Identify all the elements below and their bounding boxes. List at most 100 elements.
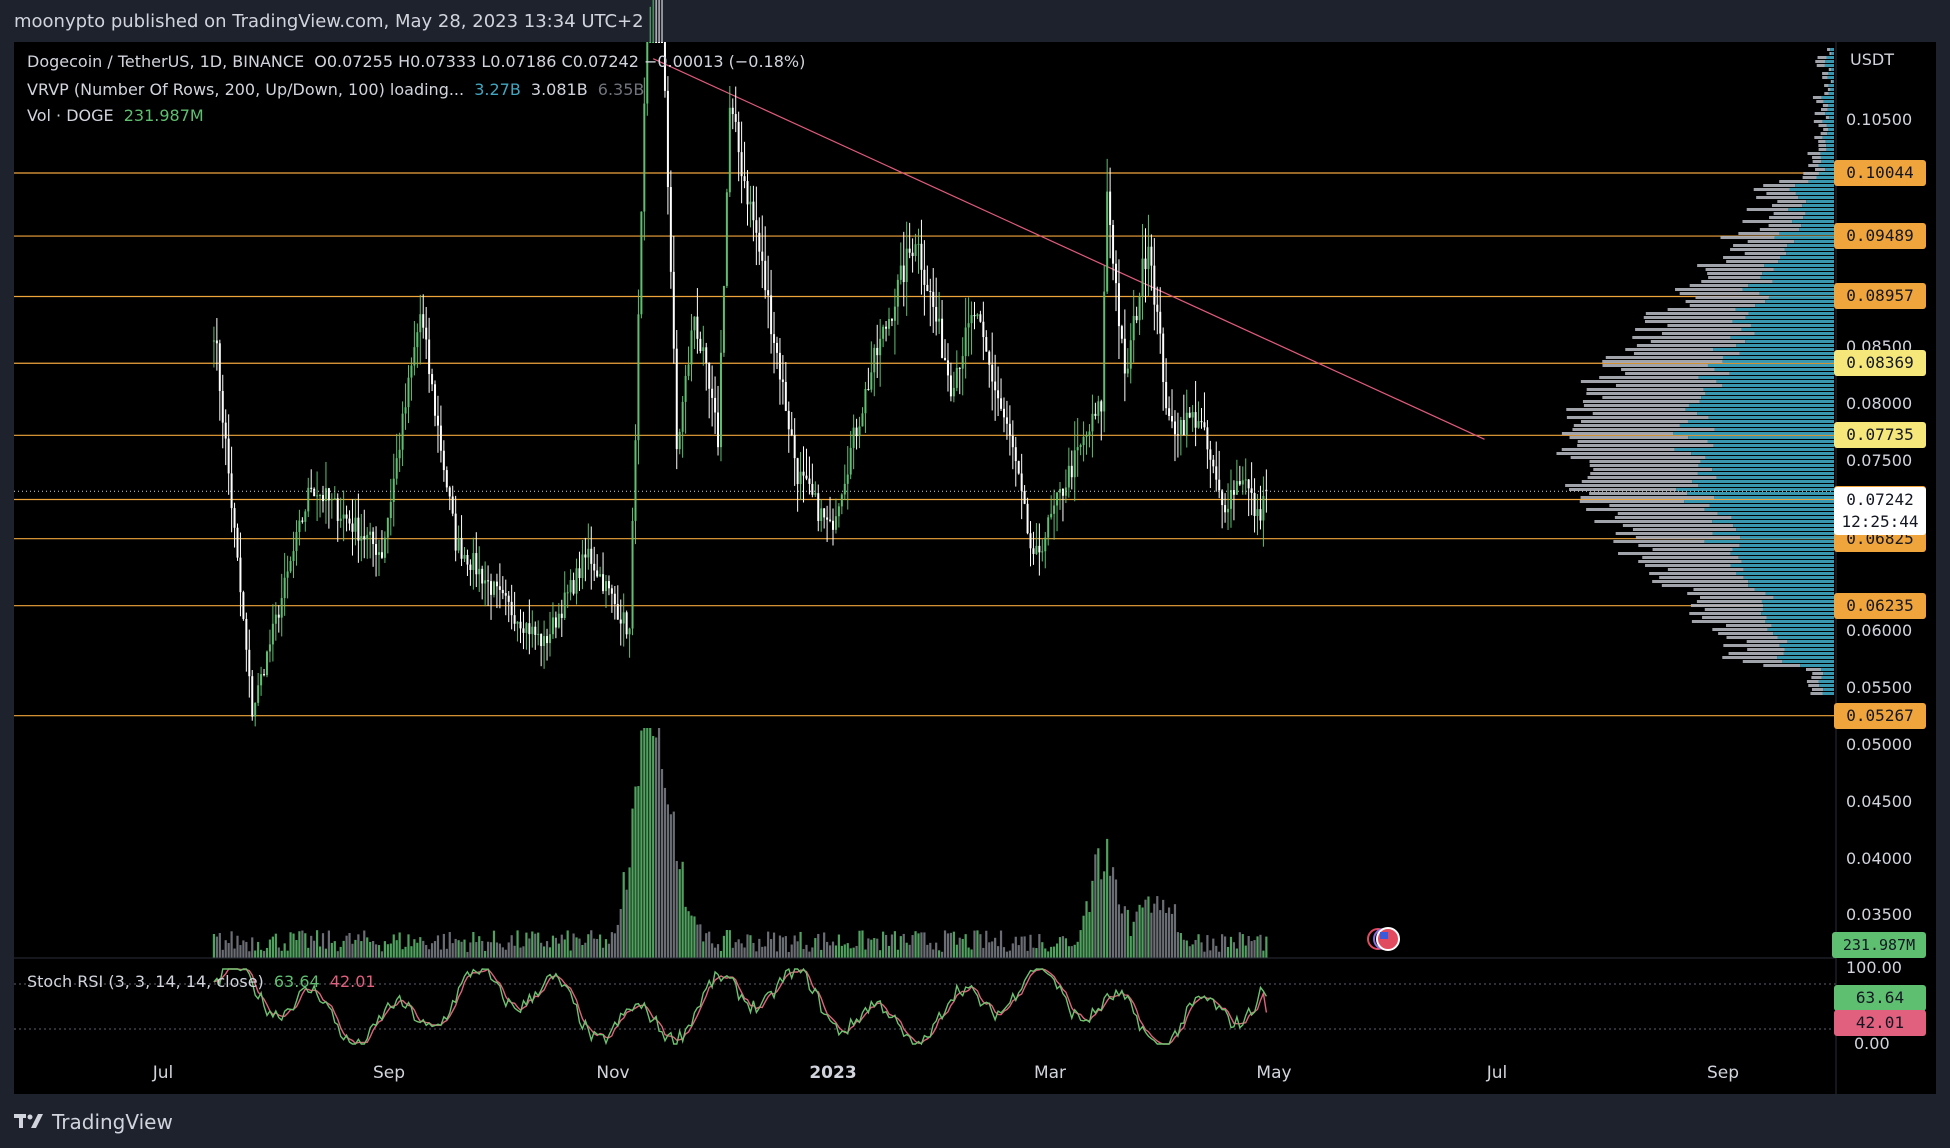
volume-bar: [422, 940, 425, 958]
vp-row-up: [1828, 84, 1834, 87]
vp-row-up: [1732, 320, 1834, 323]
volume-bar: [622, 872, 625, 958]
volume-bar: [1011, 943, 1014, 958]
volume-bar: [481, 941, 484, 958]
volume-bar: [607, 943, 611, 958]
volume-bar: [318, 946, 322, 958]
volume-bar: [528, 938, 531, 958]
vp-row-up: [1742, 288, 1834, 291]
candle-body: [1165, 381, 1168, 409]
candle-body: [817, 493, 820, 521]
volume-bar: [1223, 936, 1227, 958]
vp-row-up: [1787, 640, 1834, 643]
vp-row-down: [1561, 432, 1674, 435]
candle-body: [342, 514, 345, 519]
vp-row-down: [1643, 316, 1746, 319]
vp-row-down: [1691, 620, 1766, 623]
candle-body: [655, 42, 658, 43]
volume-bar: [395, 940, 398, 958]
vp-row-down: [1813, 120, 1823, 123]
volume-bar: [1153, 903, 1156, 958]
vp-row-down: [1769, 216, 1804, 219]
candle-body: [484, 580, 487, 584]
candle-body: [1209, 449, 1212, 460]
volume-bar: [831, 941, 835, 958]
volume-bar: [221, 949, 224, 958]
volume-bar: [684, 906, 687, 958]
vp-row-down: [1632, 336, 1731, 339]
tradingview-logo-icon[interactable]: [14, 1112, 44, 1132]
volume-bar: [1026, 950, 1029, 958]
candle-body: [888, 319, 891, 329]
vp-row-up: [1799, 228, 1834, 231]
candle-body: [1029, 533, 1032, 549]
vp-row-down: [1572, 428, 1715, 431]
vp-row-up: [1788, 208, 1834, 211]
vp-row-up: [1768, 296, 1834, 299]
volume-bar: [540, 942, 543, 958]
vp-row-up: [1782, 660, 1834, 663]
currency-label[interactable]: USDT: [1850, 50, 1894, 69]
vp-row-down: [1746, 640, 1788, 643]
candle-body: [714, 397, 717, 413]
vp-row-down: [1586, 388, 1704, 391]
vp-row-down: [1602, 360, 1723, 363]
volume-bar: [849, 948, 852, 958]
legend-vol-row[interactable]: Vol · DOGE 231.987M: [27, 106, 209, 125]
legend-symbol-row[interactable]: Dogecoin / TetherUS, 1D, BINANCE O0.0725…: [27, 52, 810, 71]
volume-bar: [354, 939, 357, 958]
candle-body: [1117, 283, 1120, 327]
vp-row-up: [1761, 612, 1834, 615]
vp-row-down: [1807, 152, 1821, 155]
volume-bar: [1206, 935, 1209, 958]
legend-vrvp-label[interactable]: VRVP (Number Of Rows, 200, Up/Down, 100)…: [27, 80, 465, 99]
legend-vrvp-row[interactable]: VRVP (Number Of Rows, 200, Up/Down, 100)…: [27, 80, 649, 99]
vp-row-down: [1589, 460, 1701, 463]
candle-body: [1191, 412, 1194, 418]
volume-bar: [1200, 942, 1203, 958]
vp-row-up: [1832, 80, 1834, 83]
candle-body: [1020, 473, 1023, 491]
tradingview-brand[interactable]: TradingView: [52, 1110, 173, 1134]
candle-body: [1008, 423, 1011, 436]
volume-bar: [313, 940, 316, 958]
candle-body: [970, 314, 973, 324]
vp-row-down: [1635, 328, 1742, 331]
price-tick: 0.03500: [1846, 905, 1913, 925]
candle-body: [274, 614, 277, 624]
candle-body: [537, 633, 540, 635]
volume-bar: [1212, 938, 1215, 958]
vp-row-down: [1580, 496, 1715, 499]
volume-bar: [516, 930, 519, 958]
vp-row-up: [1745, 340, 1834, 343]
vp-row-up: [1687, 420, 1834, 423]
candle-body: [1229, 490, 1232, 509]
volume-bar: [1008, 950, 1011, 958]
vp-row-up: [1792, 220, 1834, 223]
candle-body: [351, 523, 354, 532]
time-tick: Sep: [1706, 1063, 1740, 1083]
legend-symbol[interactable]: Dogecoin / TetherUS, 1D, BINANCE: [27, 52, 305, 71]
candle-body: [1085, 435, 1088, 437]
vp-row-up: [1821, 160, 1834, 163]
legend-stoch-row[interactable]: Stoch RSI (3, 3, 14, 14, close) 63.64 42…: [27, 972, 381, 991]
candle-body: [1044, 537, 1047, 552]
candle-body: [643, 103, 646, 212]
vp-row-down: [1590, 472, 1698, 475]
volume-bar: [366, 937, 369, 958]
legend-stoch-label[interactable]: Stoch RSI (3, 3, 14, 14, close): [27, 972, 264, 991]
vp-row-up: [1698, 484, 1834, 487]
vp-row-up: [1827, 108, 1834, 111]
candle-body: [935, 306, 938, 322]
legend-vol-label[interactable]: Vol · DOGE: [27, 106, 114, 125]
volume-bar: [943, 930, 947, 958]
volume-bar: [242, 940, 245, 958]
candle-body: [805, 475, 808, 479]
candle-body: [734, 114, 737, 122]
vp-row-up: [1699, 400, 1834, 403]
candle-body: [837, 506, 840, 517]
volume-bar: [855, 945, 858, 958]
vp-row-up: [1824, 64, 1834, 67]
volume-bar: [1221, 934, 1224, 958]
